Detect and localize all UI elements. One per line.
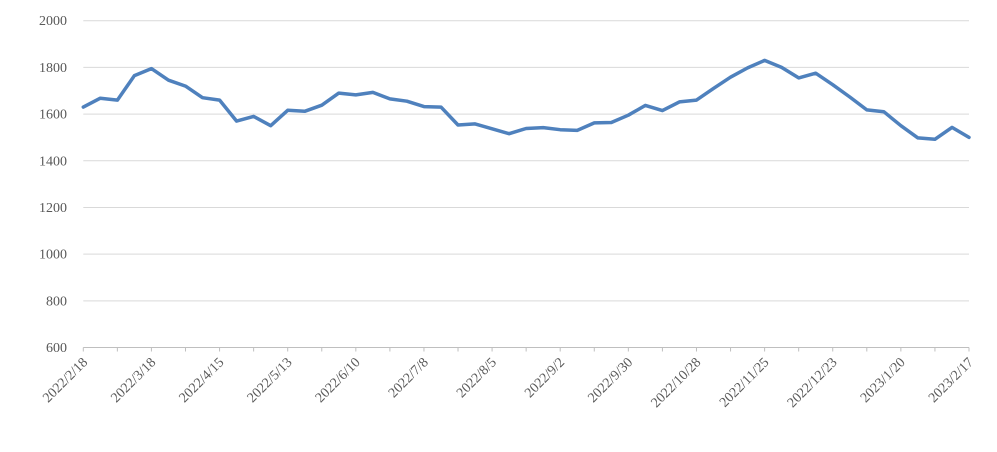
x-axis-tick-label: 2022/8/5: [454, 355, 500, 401]
x-axis-tick-label: 2022/5/13: [245, 355, 296, 406]
x-axis-tick-label: 2022/9/2: [522, 355, 568, 401]
x-axis-tick-label: 2022/3/18: [109, 355, 160, 406]
x-axis-tick-label: 2022/6/10: [313, 355, 364, 406]
y-axis-tick-label: 1600: [39, 108, 67, 123]
x-axis-tick-label: 2022/7/8: [386, 355, 432, 401]
x-axis-tick-label: 2023/1/20: [858, 355, 909, 406]
x-axis-tick-label: 2022/9/30: [585, 355, 636, 406]
x-axis-tick-label: 2022/12/23: [785, 355, 841, 411]
y-axis-tick-label: 1000: [39, 248, 67, 263]
y-axis-tick-label: 600: [46, 341, 67, 356]
y-axis-tick-label: 2000: [39, 14, 67, 29]
x-axis-tick-label: 2022/4/15: [177, 355, 228, 406]
data-series-line: [81, 58, 971, 142]
x-axis-tick-label: 2022/10/28: [649, 355, 705, 411]
y-axis-tick-label: 1400: [39, 154, 67, 169]
y-axis-tick-label: 1200: [39, 201, 67, 216]
x-axis-tick-label: 2022/11/25: [717, 355, 772, 410]
x-axis-tick-label: 2022/2/18: [40, 355, 91, 406]
y-axis-tick-label: 1800: [39, 61, 67, 76]
x-axis-tick-label: 2023/2/17: [926, 355, 977, 406]
y-axis-tick-label: 800: [46, 294, 67, 309]
